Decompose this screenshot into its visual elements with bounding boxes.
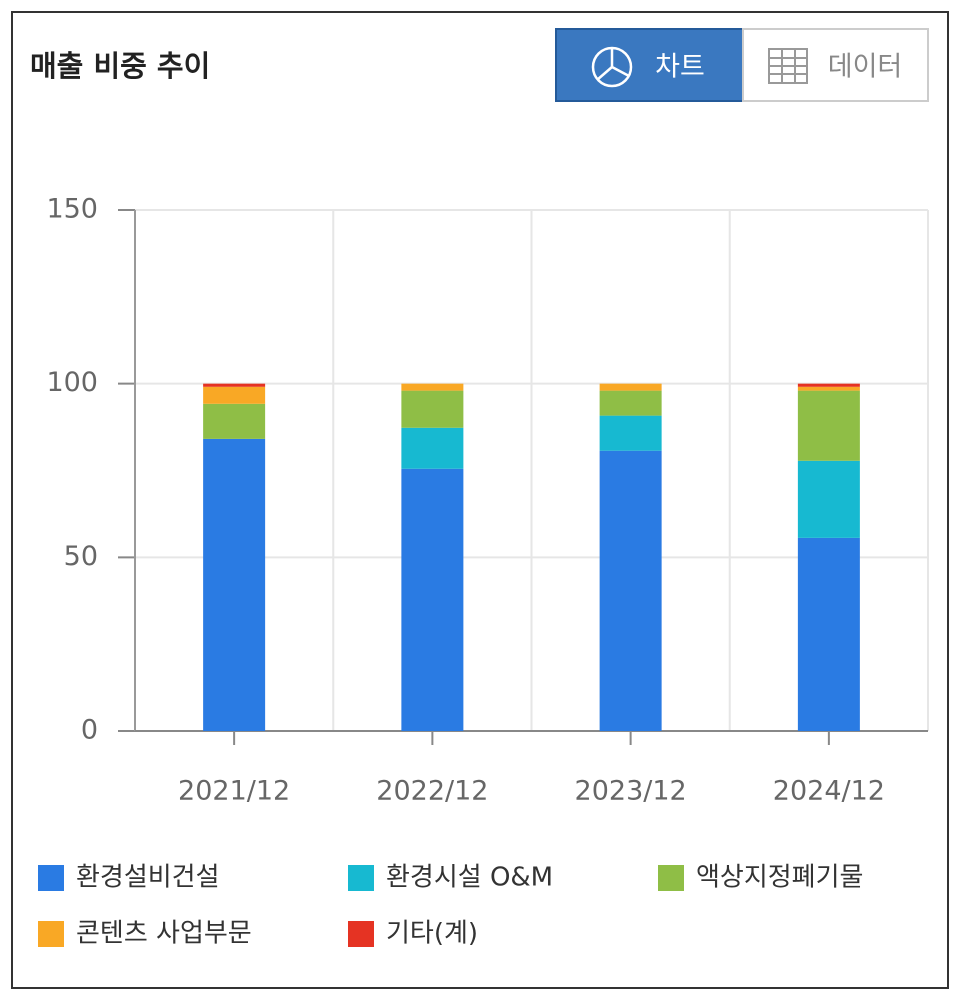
legend-label: 액상지정폐기물 [696,863,863,893]
x-tick-label: 2024/12 [773,776,885,807]
bar-segment [203,386,266,404]
y-tick-label: 100 [46,367,98,398]
legend-swatch [348,865,374,891]
y-tick-label: 50 [64,541,98,572]
bar-segment [203,438,266,731]
chart-button[interactable] [555,28,744,102]
legend-label: 환경설비건설 [76,863,220,893]
bar-segment [401,468,464,731]
x-tick-label: 2023/12 [575,776,687,807]
x-tick-label: 2022/12 [376,776,488,807]
legend-label: 기타(계) [386,919,478,949]
bar-segment [401,427,464,469]
legend-swatch [38,865,64,891]
legend-swatch [658,865,684,891]
bar-segment [599,415,662,451]
bar-segment [797,390,860,461]
frame [11,11,949,989]
data-button-label: 데이터 [828,52,903,83]
y-tick-label: 150 [46,194,98,225]
legend-label: 콘텐츠 사업부문 [76,919,252,949]
legend-swatch [348,921,374,947]
chart-button-label: 차트 [655,52,705,83]
legend-label: 환경시설 O&M [386,863,553,893]
bar-segment [203,403,266,439]
bar-segment [797,386,860,391]
chart-title: 매출 비중 추이 [30,49,210,83]
x-tick-label: 2021/12 [178,776,290,807]
legend-swatch [38,921,64,947]
y-tick-label: 0 [81,715,98,746]
bar-segment [797,537,860,731]
bar-segment [401,390,464,428]
bar-segment [599,383,662,391]
table-icon [768,48,808,84]
bar-segment [203,383,266,387]
chart-icon [591,46,633,88]
bar-segment [797,460,860,538]
bar-segment [401,383,464,391]
bar-segment [599,450,662,731]
bar-segment [797,383,860,387]
bar-segment [599,390,662,416]
